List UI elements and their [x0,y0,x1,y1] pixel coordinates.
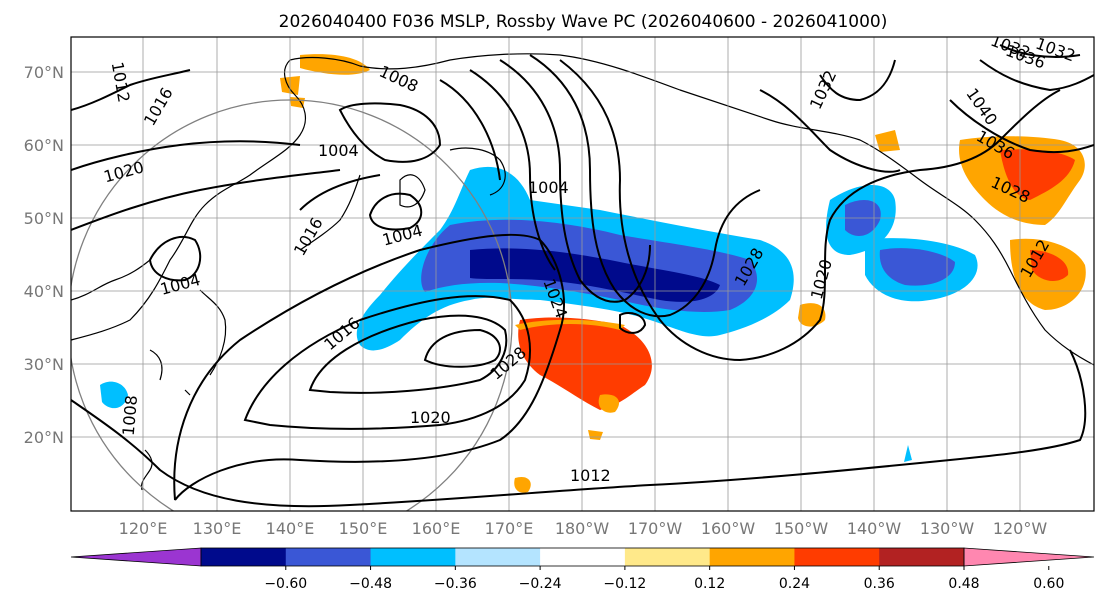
colorbar-tick-label: 0.12 [694,576,725,592]
colorbar-tick-label: −0.60 [264,576,307,592]
lon-label: 160°W [701,519,756,538]
negative-anomaly-shading [100,166,978,462]
lon-label: 150°E [339,519,388,538]
lat-label: 30°N [24,355,64,374]
colorbar-segment [879,548,965,566]
colorbar-tick-label: 0.48 [948,576,979,592]
colorbar-segment [540,548,626,566]
lon-label: 140°W [847,519,902,538]
contour-label: 1008 [119,394,141,436]
colorbar-tick-label: −0.24 [519,576,562,592]
lon-label: 170°W [628,519,683,538]
lat-label: 60°N [24,136,64,155]
colorbar-tick-label: −0.12 [603,576,646,592]
colorbar-segment [709,548,795,566]
colorbar: −0.60 −0.48 −0.36 −0.24 −0.12 0.12 0.24 0.36 0.4… [70,547,1095,592]
lon-label: 140°E [266,519,315,538]
mslp-contours [71,44,1094,508]
lat-label: 20°N [24,428,64,447]
lat-label: 50°N [24,209,64,228]
colorbar-tick-label: −0.36 [434,576,477,592]
colorbar-extend-high [963,547,1095,567]
lat-label: 40°N [24,282,64,301]
lon-label: 130°W [920,519,975,538]
colorbar-frame [200,547,965,567]
map-frame [70,36,1095,512]
lon-label: 170°E [485,519,534,538]
colorbar-tick-label: −0.48 [349,576,392,592]
lon-label: 120°W [993,519,1048,538]
gridlines [71,37,1094,511]
colorbar-segment [285,548,372,566]
colorbar-tick-label: 0.36 [864,576,895,592]
longitude-labels: 120°E 130°E 140°E 150°E 160°E 170°E 180°… [119,519,1048,538]
contour-label: 1020 [410,408,451,427]
latitude-labels: 70°N 60°N 50°N 40°N 30°N 20°N [24,63,64,447]
colorbar-segment [624,548,711,566]
colorbar-segment [370,548,456,566]
colorbar-tick-label: 0.60 [1033,576,1064,592]
lat-label: 70°N [24,63,64,82]
lon-label: 180°W [555,519,610,538]
colorbar-segment [455,548,541,566]
map-area: 1012 1016 1020 1008 1004 1004 1004 1016 … [71,37,1094,511]
lon-label: 120°E [119,519,168,538]
colorbar-segment [794,548,880,566]
colorbar-extend-low [70,547,202,567]
radius-circle [71,99,513,511]
colorbar-segment [201,548,287,566]
contour-label: 1012 [570,466,611,485]
coastlines [71,53,1094,491]
contour-label: 1004 [318,141,359,160]
contour-label: 1004 [528,178,569,197]
colorbar-tick-label: 0.24 [779,576,810,592]
lon-label: 150°W [774,519,829,538]
positive-anomaly-shading [280,54,1086,493]
lon-label: 130°E [193,519,242,538]
lon-label: 160°E [412,519,461,538]
map-title: 2026040400 F036 MSLP, Rossby Wave PC (20… [279,12,888,32]
